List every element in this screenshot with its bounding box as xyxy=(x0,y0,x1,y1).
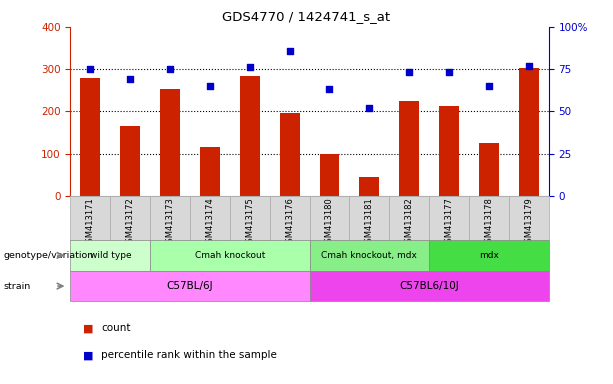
Point xyxy=(245,65,255,71)
Point xyxy=(166,66,175,72)
Text: ■: ■ xyxy=(83,323,93,333)
Text: Cmah knockout: Cmah knockout xyxy=(195,251,265,260)
Bar xyxy=(240,76,260,196)
Point xyxy=(205,83,215,89)
Point xyxy=(125,76,135,82)
Text: strain: strain xyxy=(3,281,30,291)
Text: ■: ■ xyxy=(83,350,93,360)
Text: GDS4770 / 1424741_s_at: GDS4770 / 1424741_s_at xyxy=(223,10,390,23)
Bar xyxy=(70,196,110,240)
Text: GSM413178: GSM413178 xyxy=(484,197,493,248)
Text: GSM413181: GSM413181 xyxy=(365,197,374,248)
Bar xyxy=(70,240,150,271)
Bar xyxy=(359,177,379,196)
Point xyxy=(524,63,533,69)
Bar xyxy=(310,271,549,301)
Point xyxy=(364,105,374,111)
Bar xyxy=(280,114,300,196)
Bar xyxy=(310,240,429,271)
Text: GSM413175: GSM413175 xyxy=(245,197,254,248)
Text: percentile rank within the sample: percentile rank within the sample xyxy=(101,350,277,360)
Bar xyxy=(120,126,140,196)
Text: GSM413176: GSM413176 xyxy=(285,197,294,248)
Text: GSM413173: GSM413173 xyxy=(166,197,175,248)
Text: GSM413177: GSM413177 xyxy=(444,197,454,248)
Bar xyxy=(509,196,549,240)
Bar xyxy=(70,271,310,301)
Text: mdx: mdx xyxy=(479,251,499,260)
Bar xyxy=(190,196,230,240)
Point xyxy=(325,86,335,93)
Bar xyxy=(230,196,270,240)
Bar xyxy=(349,196,389,240)
Point xyxy=(444,70,454,76)
Text: Cmah knockout, mdx: Cmah knockout, mdx xyxy=(321,251,417,260)
Bar xyxy=(479,143,499,196)
Text: GSM413172: GSM413172 xyxy=(126,197,135,248)
Bar xyxy=(399,101,419,196)
Text: C57BL/6J: C57BL/6J xyxy=(167,281,213,291)
Point xyxy=(284,48,294,54)
Bar xyxy=(519,68,539,196)
Text: GSM413179: GSM413179 xyxy=(524,197,533,248)
Bar xyxy=(80,78,101,196)
Text: C57BL6/10J: C57BL6/10J xyxy=(399,281,459,291)
Bar xyxy=(389,196,429,240)
Bar xyxy=(319,154,340,196)
Bar xyxy=(469,196,509,240)
Bar xyxy=(150,196,190,240)
Point xyxy=(86,66,96,72)
Bar xyxy=(150,240,310,271)
Bar xyxy=(439,106,459,196)
Bar xyxy=(310,196,349,240)
Text: count: count xyxy=(101,323,131,333)
Point xyxy=(484,83,494,89)
Bar xyxy=(200,147,220,196)
Bar xyxy=(429,196,469,240)
Point xyxy=(405,70,414,76)
Text: genotype/variation: genotype/variation xyxy=(3,251,93,260)
Text: GSM413174: GSM413174 xyxy=(205,197,215,248)
Bar xyxy=(160,89,180,196)
Text: GSM413180: GSM413180 xyxy=(325,197,334,248)
Bar xyxy=(110,196,150,240)
Bar xyxy=(270,196,310,240)
Text: wild type: wild type xyxy=(89,251,131,260)
Text: GSM413182: GSM413182 xyxy=(405,197,414,248)
Text: GSM413171: GSM413171 xyxy=(86,197,95,248)
Bar xyxy=(429,240,549,271)
